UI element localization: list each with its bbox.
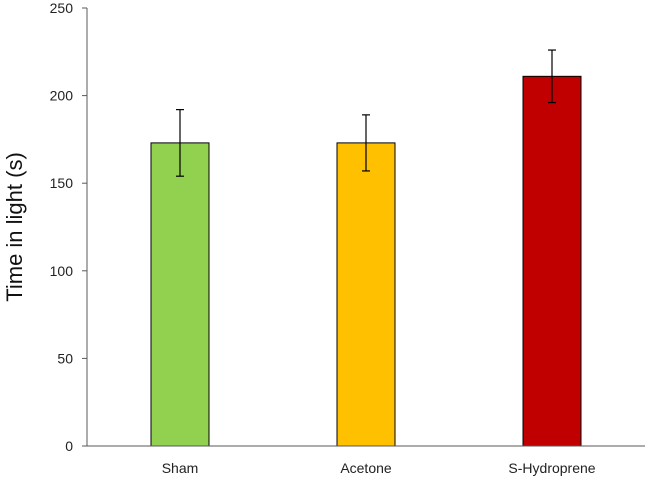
bars: [150, 75, 582, 447]
x-tick-label: Sham: [162, 460, 199, 476]
bar-sham: [150, 142, 210, 447]
bar-acetone: [336, 142, 396, 447]
x-tick-label: Acetone: [340, 460, 392, 476]
x-tick-label: S-Hydroprene: [508, 460, 595, 476]
y-tick-label: 200: [50, 88, 74, 104]
y-tick-label: 100: [50, 263, 74, 279]
y-tick-label: 0: [65, 438, 73, 454]
bar-s-hydroprene: [522, 75, 582, 447]
y-tick-label: 250: [50, 0, 74, 16]
error-bars: [176, 49, 556, 177]
y-axis-ticks: 0 50 100 150 200 250: [50, 0, 87, 454]
y-tick-label: 50: [57, 350, 73, 366]
x-axis-labels: Sham Acetone S-Hydroprene: [162, 460, 596, 476]
y-tick-label: 150: [50, 175, 74, 191]
y-axis-title: Time in light (s): [2, 152, 27, 302]
